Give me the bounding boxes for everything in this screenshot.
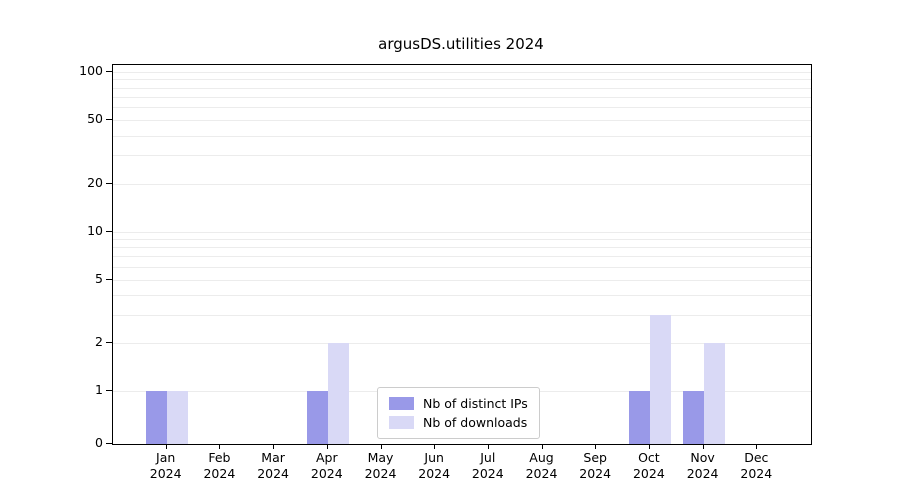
x-tick-label: Aug 2024 [525,450,558,481]
bar-distinct-ips-jan [145,391,167,444]
y-tick-label: 0 [95,435,103,450]
chart-title: argusDS.utilities 2024 [378,35,544,53]
gridline [113,79,811,81]
gridline [113,343,811,344]
y-tick-label: 10 [87,222,103,238]
x-tick-label: Mar 2024 [257,450,289,481]
legend-label-distinct-ips: Nb of distinct IPs [423,396,528,411]
x-tick-mark [326,445,328,449]
legend-item-downloads: Nb of downloads [389,413,528,432]
x-tick-label: Oct 2024 [632,450,665,481]
x-tick-mark [380,445,382,449]
bar-downloads-jan [166,391,188,444]
x-tick-mark [702,445,704,449]
y-tick-label: 20 [87,174,103,190]
bar-distinct-ips-oct [628,391,650,444]
y-tick-label: 1 [95,382,103,397]
x-tick-mark [595,445,597,449]
gridline [113,314,811,316]
gridline [113,87,811,89]
gridline [113,120,811,121]
gridline [113,183,811,185]
x-tick-label: Jun 2024 [418,450,451,481]
x-tick-label: Apr 2024 [310,450,343,481]
y-tick-label: 5 [95,270,103,286]
legend-swatch-distinct-ips [389,397,414,410]
gridline [113,231,811,233]
bar-downloads-nov [703,343,725,444]
bar-distinct-ips-apr [306,391,328,444]
x-tick-mark [273,445,275,449]
legend: Nb of distinct IPs Nb of downloads [377,387,540,439]
x-tick-label: Jul 2024 [471,450,504,481]
x-tick-mark [434,445,436,449]
gridline [113,72,811,73]
gridline [113,256,811,258]
bar-downloads-apr [327,343,349,444]
gridline [113,295,811,296]
x-tick-label: Feb 2024 [203,450,236,481]
y-tick-label: 50 [87,111,103,126]
x-tick-mark [648,445,650,449]
legend-item-distinct-ips: Nb of distinct IPs [389,394,528,413]
x-tick-label: Jan 2024 [149,450,182,481]
gridline [113,266,811,268]
legend-swatch-downloads [389,416,414,429]
y-tick-label: 2 [95,334,103,349]
bar-downloads-oct [649,314,671,444]
gridline [113,96,811,98]
y-tick-label: 100 [79,63,103,78]
x-tick-label: Dec 2024 [740,450,773,481]
bar-distinct-ips-nov [682,391,704,444]
x-tick-label: Nov 2024 [686,450,719,481]
x-tick-mark [541,445,543,449]
gridline [113,238,811,240]
x-tick-label: Sep 2024 [579,450,612,481]
x-tick-mark [219,445,221,449]
gridline [113,155,811,157]
plot-area: Nb of distinct IPs Nb of downloads [112,64,812,445]
x-tick-mark [487,445,489,449]
x-tick-label: May 2024 [364,450,397,481]
legend-label-downloads: Nb of downloads [423,415,528,430]
x-tick-mark [756,445,758,449]
gridline [113,135,811,137]
x-tick-mark [165,445,167,449]
gridline [113,107,811,109]
gridline [113,279,811,281]
gridline [113,247,811,248]
